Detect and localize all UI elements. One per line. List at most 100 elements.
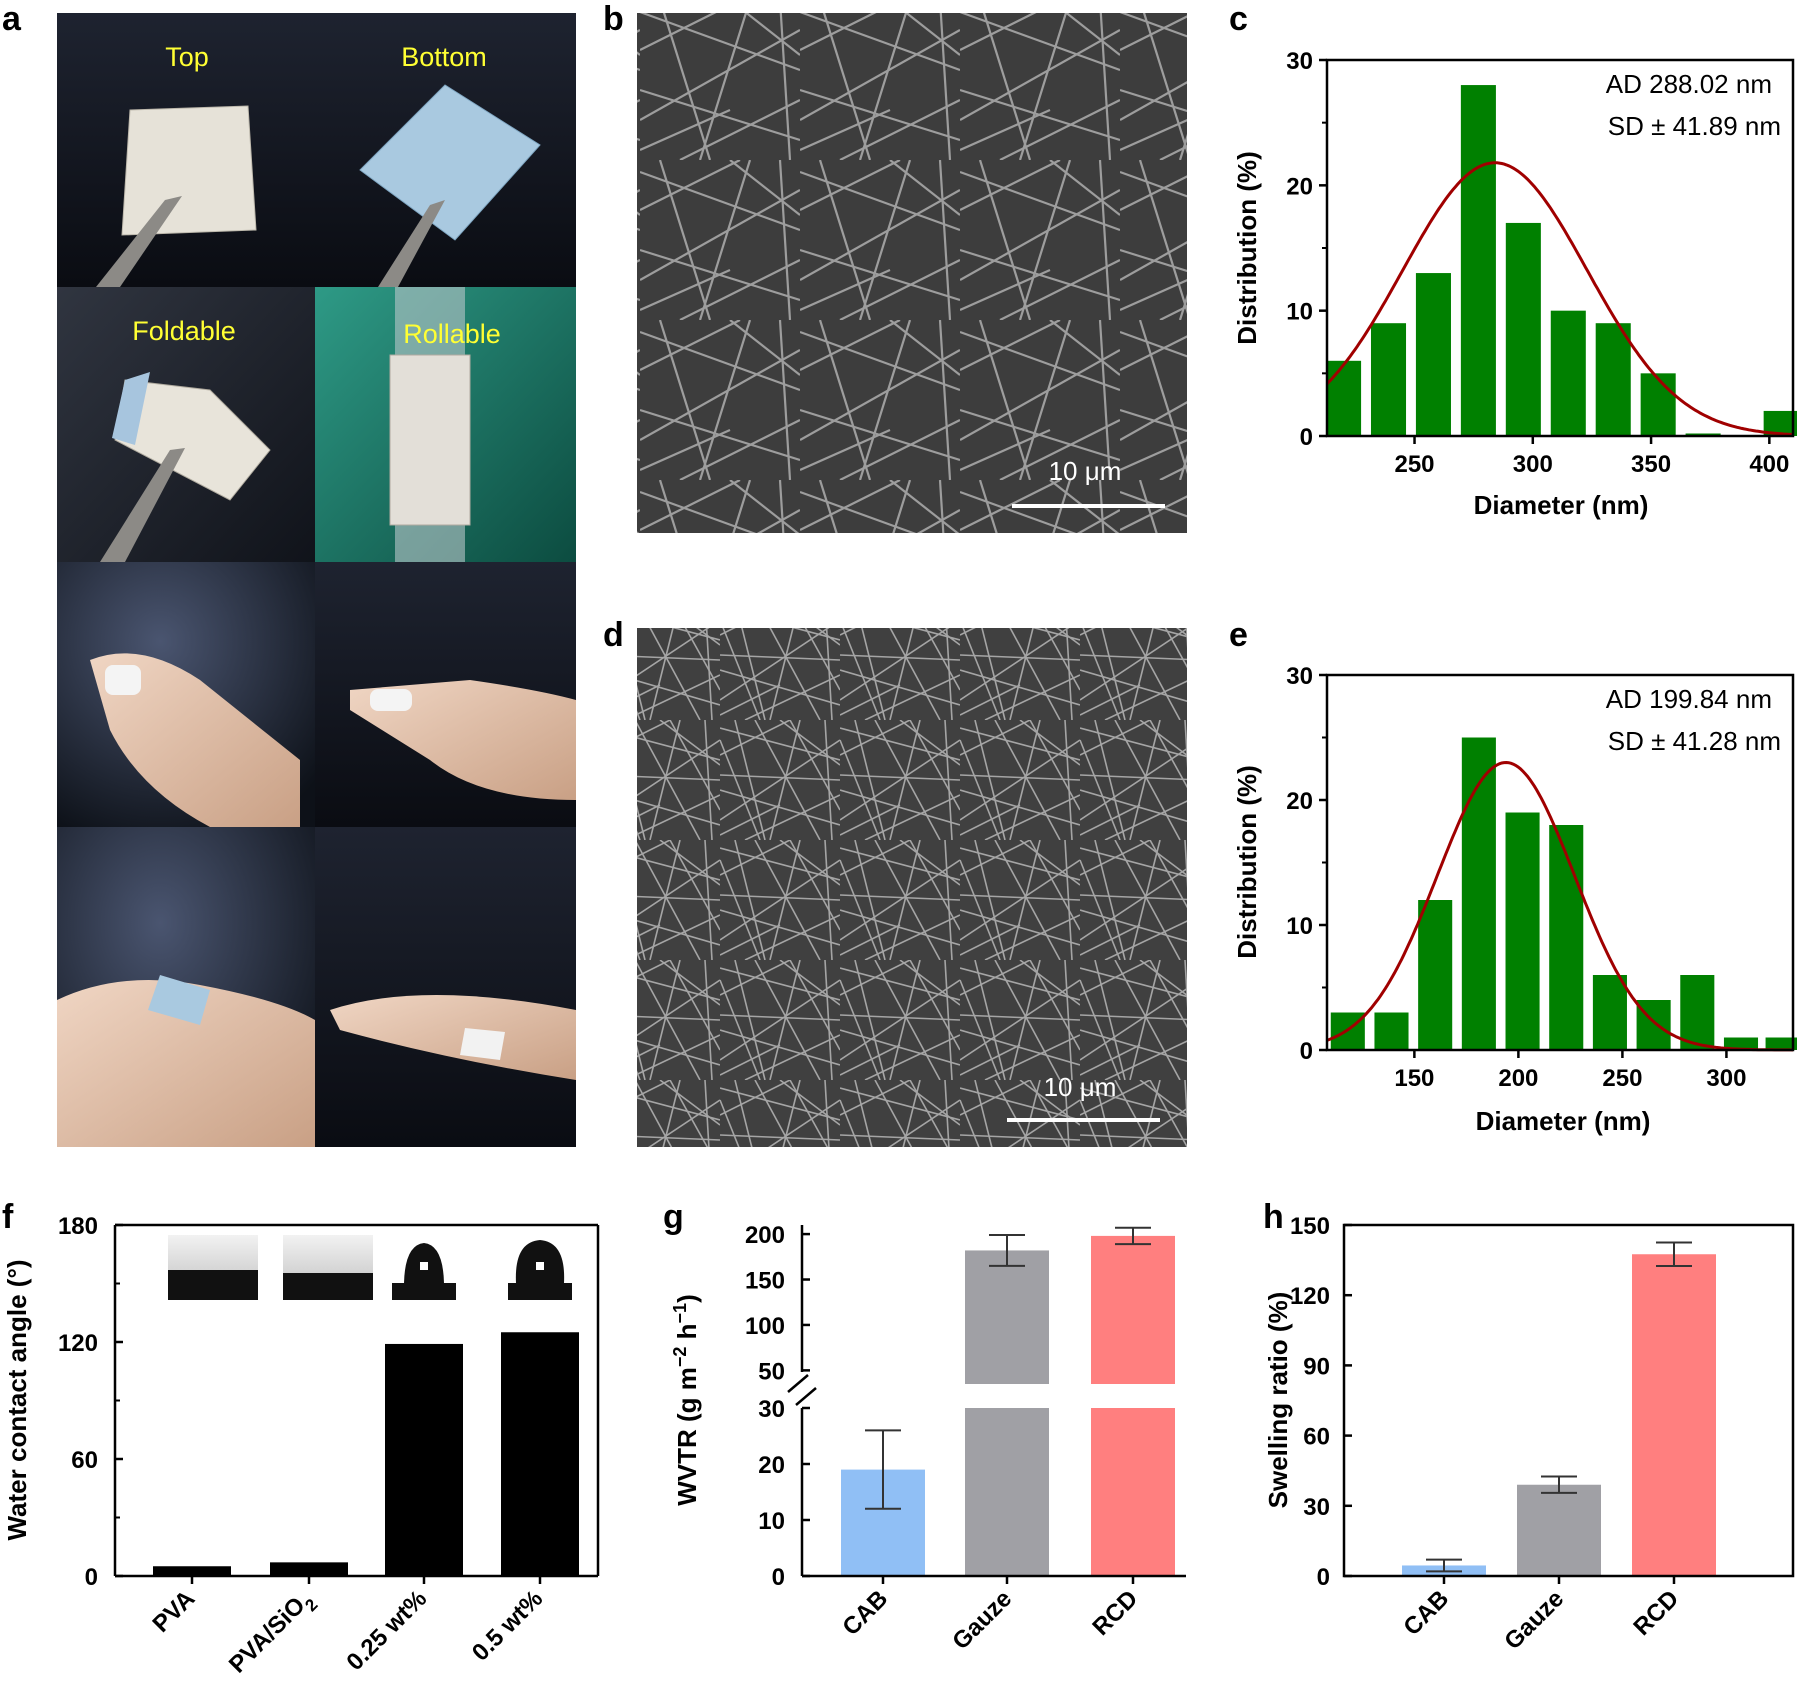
annotation-ad-c: AD 288.02 nm — [1606, 69, 1772, 99]
axis-break-mark-1 — [787, 1374, 809, 1393]
y-tick-label-g: 10 — [758, 1508, 785, 1535]
bar-f — [501, 1332, 579, 1576]
histogram-bar-c — [1640, 373, 1676, 436]
histogram-bar-c — [1460, 85, 1496, 437]
x-tick-label-f: PVA — [148, 1585, 201, 1638]
bar-f — [270, 1562, 348, 1576]
y-tick-label-f: 120 — [58, 1330, 98, 1357]
y-tick-label-h: 0 — [1317, 1564, 1330, 1591]
y-tick-label-e: 10 — [1286, 913, 1313, 940]
y-axis-label-c: Distribution (%) — [1232, 151, 1262, 345]
histogram-bar-e — [1592, 975, 1627, 1050]
x-tick-label-f: 0.5 wt% — [467, 1585, 548, 1666]
droplet-inset-pva-sio2 — [283, 1235, 373, 1300]
contact-angle-insets — [168, 1235, 572, 1300]
droplet-inset-025 — [392, 1243, 456, 1300]
histogram-bar-e — [1680, 975, 1715, 1050]
photo-hand-wrist — [315, 827, 576, 1147]
y-tick-label-h: 150 — [1290, 1213, 1330, 1240]
y-tick-label-e: 20 — [1286, 788, 1313, 815]
bar-chart-h: 0 30 60 90 120 150 CAB Gauze RCD Swelling ratio … — [1263, 1213, 1795, 1655]
droplet-inset-05 — [508, 1240, 572, 1300]
y-tick-label-e: 30 — [1286, 663, 1313, 690]
y-tick-label-e: 0 — [1300, 1038, 1313, 1065]
photo-hand-ring — [57, 562, 315, 827]
scale-bar-label-b: 10 μm — [1049, 456, 1122, 486]
x-tick-label-c: 250 — [1394, 451, 1434, 478]
x-tick-label-e: 300 — [1706, 1065, 1746, 1092]
y-axis-label-f: Water contact angle (°) — [2, 1259, 32, 1540]
histogram-e: 150 200 250 300 0 10 20 30 AD 199.84 nm SD ± 41… — [1232, 663, 1797, 1136]
x-tick-label-g: RCD — [1087, 1585, 1143, 1641]
y-tick-label-g: 50 — [758, 1358, 785, 1385]
photo-rollable: Rollable — [315, 287, 576, 562]
panel-a-photo-grid: Top Bottom Foldable Rollable — [57, 13, 576, 1147]
axis-break-mark-2 — [795, 1387, 817, 1406]
bar-f — [385, 1343, 463, 1576]
photo-label-foldable: Foldable — [132, 316, 236, 346]
panel-label-g: g — [663, 1198, 684, 1236]
y-axis-label-e: Distribution (%) — [1232, 765, 1262, 959]
photo-label-bottom: Bottom — [401, 42, 487, 72]
y-tick-label-c: 20 — [1286, 173, 1313, 200]
bar-chart-g: 0 10 20 30 50 100 150 200 CAB Gauze RCD WVTR (g m−… — [670, 1222, 1186, 1655]
gaussian-fit-curve-c — [1325, 161, 1794, 436]
histogram-bar-e — [1549, 825, 1584, 1050]
bar-chart-f: 0 60 120 180 PVA PVA/SiO2 0.25 wt% 0.5 wt% Wate… — [2, 1213, 600, 1683]
annotation-ad-e: AD 199.84 nm — [1606, 684, 1772, 714]
histogram-bar-e — [1461, 737, 1496, 1050]
scale-bar-label-d: 10 μm — [1044, 1072, 1117, 1102]
x-tick-label-h: CAB — [1398, 1585, 1454, 1641]
histogram-c: 250 300 350 400 0 10 20 30 AD 288.02 nm SD ± 41… — [1232, 48, 1797, 520]
y-tick-label-h: 90 — [1303, 1353, 1330, 1380]
histogram-bar-e — [1374, 1012, 1409, 1050]
y-tick-label-g: 0 — [772, 1564, 785, 1591]
panel-label-a: a — [2, 0, 22, 38]
y-axis-label-h: Swelling ratio (%) — [1263, 1292, 1293, 1509]
y-tick-label-g: 30 — [758, 1396, 785, 1423]
x-axis-label-e: Diameter (nm) — [1476, 1106, 1651, 1136]
histogram-bar-c — [1595, 323, 1631, 436]
y-tick-label-g: 200 — [745, 1222, 785, 1249]
bar-h — [1632, 1254, 1716, 1576]
y-tick-label-f: 0 — [85, 1564, 98, 1591]
histogram-bar-c — [1370, 323, 1407, 436]
photo-foldable: Foldable — [57, 287, 315, 562]
photo-hand-finger — [315, 562, 576, 827]
panel-label-d: d — [603, 616, 624, 654]
annotation-sd-e: SD ± 41.28 nm — [1608, 726, 1781, 756]
x-tick-label-e: 250 — [1602, 1065, 1642, 1092]
x-tick-label-g: CAB — [837, 1585, 893, 1641]
panel-label-h: h — [1263, 1198, 1284, 1236]
y-tick-label-h: 30 — [1303, 1494, 1330, 1521]
x-tick-label-f: 0.25 wt% — [341, 1585, 432, 1676]
histogram-bar-c — [1505, 222, 1541, 436]
panel-label-b: b — [603, 0, 624, 38]
photo-top: Top — [57, 13, 315, 287]
x-tick-label-c: 400 — [1749, 451, 1789, 478]
droplet-inset-pva — [168, 1235, 258, 1300]
panel-label-c: c — [1229, 0, 1248, 38]
panel-label-e: e — [1229, 616, 1248, 654]
bar-g — [965, 1408, 1049, 1576]
panel-b-sem-image: 10 μm — [637, 13, 1187, 533]
bar-g-upper — [965, 1250, 1049, 1384]
histogram-bar-e — [1505, 812, 1540, 1050]
x-tick-label-h: Gauze — [1499, 1585, 1569, 1655]
bar-g — [1091, 1408, 1175, 1576]
y-tick-label-g: 20 — [758, 1452, 785, 1479]
photo-label-rollable: Rollable — [403, 319, 501, 349]
panel-d-sem-image: 10 μm — [637, 628, 1187, 1147]
x-tick-label-e: 150 — [1394, 1065, 1434, 1092]
y-tick-label-c: 30 — [1286, 48, 1313, 75]
y-tick-label-c: 10 — [1286, 299, 1313, 326]
histogram-bar-c — [1415, 273, 1451, 436]
bar-g-upper — [1091, 1235, 1175, 1384]
x-tick-label-f: PVA/SiO2 — [224, 1585, 322, 1683]
y-tick-label-f: 60 — [71, 1447, 98, 1474]
y-axis-label-g: WVTR (g m−2 h−1) — [670, 1294, 702, 1506]
panel-label-f: f — [2, 1198, 14, 1236]
x-tick-label-c: 300 — [1513, 451, 1553, 478]
x-tick-label-g: Gauze — [947, 1585, 1017, 1655]
